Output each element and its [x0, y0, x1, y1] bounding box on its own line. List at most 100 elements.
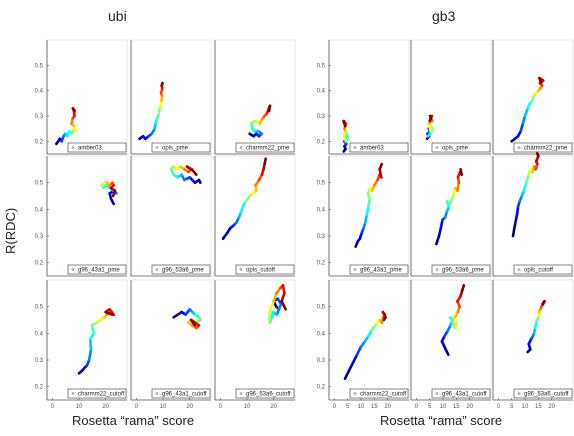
legend-label: amber03: [78, 146, 102, 152]
legend-box: [513, 142, 573, 153]
trajectory-segment: [343, 369, 351, 380]
x-tick-label: 20: [548, 404, 555, 410]
legend-box: [151, 388, 211, 399]
legend-box: [349, 388, 409, 399]
y-tick-label: 0.5: [35, 181, 44, 187]
panel-ubi-opls_pme: opls_pme: [130, 39, 212, 155]
legend-marker: [517, 146, 521, 149]
trajectory-segment: [456, 181, 461, 192]
legend-box: [513, 388, 573, 399]
y-tick-label: 0.2: [35, 139, 44, 145]
trajectory-segment: [521, 114, 527, 125]
y-tick-label: 0.4: [317, 331, 326, 337]
panel-frame: [214, 155, 296, 277]
y-tick-label: 0.4: [317, 207, 326, 213]
trajectory-segment: [189, 318, 197, 327]
legend-label: g96_53a6_pme: [162, 268, 204, 274]
x-tick-label: 20: [186, 404, 193, 410]
trajectory-segment: [268, 308, 272, 319]
trajectory-segment: [269, 300, 275, 311]
y-tick-label: 0.2: [35, 261, 44, 267]
panel-gb3-g96_53a6_cutoff: 0 5 10 15 20 g96_53a6_cutoff: [492, 279, 574, 410]
legend-label: g96_43a1_pme: [360, 268, 402, 274]
trajectory-segment: [382, 316, 387, 322]
legend-box: [235, 264, 295, 275]
x-tick-label: 20: [270, 404, 277, 410]
trajectory-segment: [535, 152, 540, 158]
legend-label: g96_53a6_pme: [442, 268, 484, 274]
y-tick-label: 0.5: [317, 181, 326, 187]
x-tick-label: 0: [135, 404, 139, 410]
trajectory-segment: [239, 202, 246, 214]
x-tick-label: 0: [415, 404, 419, 410]
legend-box: [349, 142, 409, 153]
legend-marker: [71, 268, 75, 271]
trajectory-segment: [459, 168, 463, 176]
panel-ubi-g96_53a6_pme: g96_53a6_pme: [130, 155, 212, 277]
y-tick-label: 0.3: [317, 358, 326, 364]
panel-gb3-charmm22_cutoff: 0.2 0.3 0.4 0.5 0 5 10 15 20 charmm22_cutoff: [317, 279, 410, 410]
trajectory-segment: [263, 157, 267, 166]
x-tick-label: 10: [244, 404, 251, 410]
legend-label: opls_cutoff: [524, 268, 553, 274]
legend-marker: [239, 268, 243, 271]
legend-box: [67, 264, 127, 275]
legend-label: opls_pme: [162, 146, 189, 152]
chart-group-gb3: 0.2 0.3 0.4 0.5 amber03 opls_pme charmm22_pme 0…: [317, 39, 574, 410]
legend-label: g96_53a6_cutoff: [524, 392, 569, 398]
trajectory-segment: [367, 197, 371, 208]
y-tick-label: 0.5: [35, 63, 44, 69]
trajectory-segment: [378, 168, 383, 179]
trajectory-segment: [104, 310, 114, 316]
legend-label: g96_43a1_cutoff: [442, 392, 487, 398]
panel-ubi-amber03: 0.2 0.3 0.4 0.5 amber03: [35, 39, 128, 155]
y-tick-label: 0.4: [35, 207, 44, 213]
trajectory-segment: [269, 310, 275, 322]
legend-marker: [435, 146, 439, 149]
legend-marker: [71, 146, 75, 149]
y-tick-label: 0.5: [317, 63, 326, 69]
trajectory-segment: [272, 292, 278, 303]
legend-label: g96_43a1_pme: [78, 268, 120, 274]
trajectory-segment: [437, 226, 443, 238]
trajectory-segment: [541, 300, 547, 306]
legend-marker: [353, 268, 357, 271]
trajectory-segment: [160, 81, 164, 87]
x-tick-label: 15: [371, 404, 378, 410]
panel-ubi-g96_43a1_cutoff: 0 10 20 g96_43a1_cutoff: [130, 279, 212, 410]
x-tick-label: 10: [522, 404, 529, 410]
legend-label: charmm22_cutoff: [360, 392, 407, 398]
y-tick-label: 0.3: [317, 234, 326, 240]
trajectory-segment: [513, 213, 519, 227]
panel-frame: [214, 39, 296, 155]
panel-frame: [46, 155, 128, 277]
panel-gb3-amber03: 0.2 0.3 0.4 0.5 amber03: [317, 39, 410, 155]
panel-ubi-opls_cutoff: opls_cutoff: [214, 155, 296, 277]
trajectory-segment: [519, 122, 525, 133]
legend-marker: [353, 392, 357, 395]
panel-frame: [130, 155, 212, 277]
legend-box: [67, 142, 127, 153]
trajectory-segment: [378, 162, 384, 171]
legend-box: [151, 142, 211, 153]
panel-gb3-g96_43a1_pme: 0.2 0.3 0.4 0.5 g96_43a1_pme: [317, 155, 410, 277]
trajectory-segment: [88, 337, 93, 351]
panel-frame: [130, 279, 212, 401]
legend-box: [235, 142, 295, 153]
trajectory-segment: [538, 76, 543, 85]
panel-gb3-opls_pme: opls_pme: [410, 39, 492, 155]
y-tick-label: 0.5: [317, 305, 326, 311]
legend-marker: [155, 146, 159, 149]
x-tick-label: 0: [51, 404, 55, 410]
y-tick-label: 0.3: [317, 114, 326, 120]
panel-frame: [328, 155, 410, 277]
panel-ubi-charmm22_pme: charmm22_pme: [214, 39, 296, 155]
panel-ubi-g96_43a1_pme: 0.2 0.3 0.4 0.5 g96_43a1_pme: [35, 155, 128, 277]
trajectory-segment: [515, 205, 520, 216]
trajectory-segment: [440, 340, 447, 351]
x-tick-label: 5: [428, 404, 432, 410]
trajectory-segment: [280, 292, 286, 303]
trajectory-segment: [435, 234, 441, 246]
